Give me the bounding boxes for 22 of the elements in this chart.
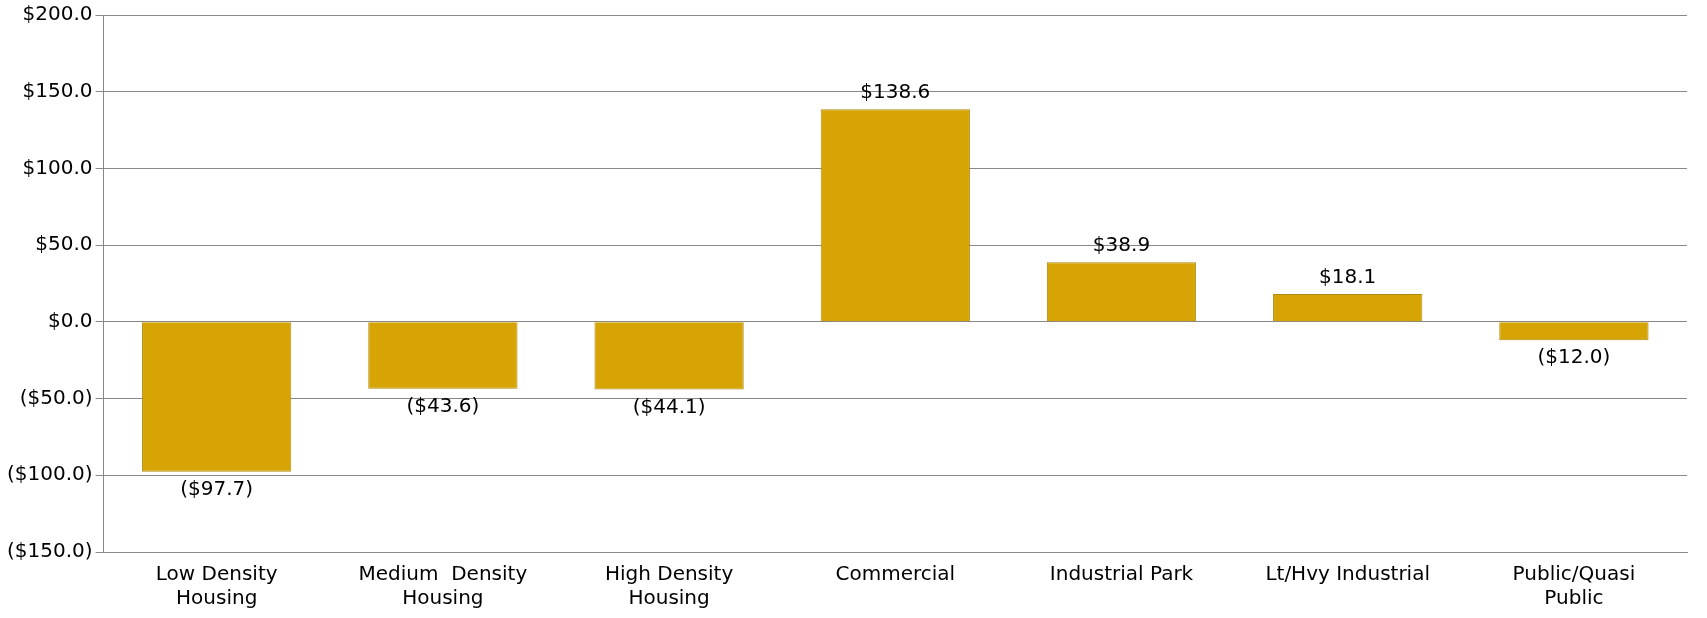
data-label: $38.9 (1092, 232, 1151, 257)
y-tick-label: $50.0 (35, 231, 93, 256)
x-tick-label: Public/Quasi Public (1512, 561, 1636, 610)
data-label: ($12.0) (1537, 344, 1611, 369)
data-label: ($44.1) (632, 393, 706, 418)
y-tick-label: $0.0 (48, 308, 93, 333)
y-tick-label: $100.0 (22, 154, 93, 179)
y-tick-label: ($50.0) (19, 384, 93, 409)
y-tick-label: $150.0 (22, 77, 93, 102)
y-tick-label: ($100.0) (6, 461, 93, 486)
data-label: $138.6 (860, 79, 931, 104)
x-tick-label: High Density Housing (604, 561, 734, 610)
x-tick-label: Industrial Park (1049, 561, 1194, 586)
x-tick-label: Medium Density Housing (358, 561, 528, 610)
data-label: $18.1 (1319, 264, 1377, 289)
x-tick-label: Lt/Hvy Industrial (1265, 561, 1430, 586)
y-tick-label: $200.0 (22, 1, 93, 26)
data-label: ($43.6) (406, 392, 480, 417)
x-tick-label: Low Density Housing (155, 561, 278, 610)
y-tick-label: ($150.0) (6, 538, 93, 563)
data-label: ($97.7) (180, 475, 254, 500)
x-tick-label: Commercial (835, 561, 956, 586)
